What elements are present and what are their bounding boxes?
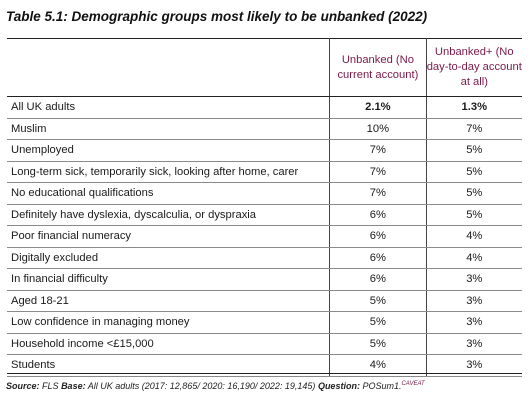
row-unbanked-plus-value: 3% bbox=[425, 354, 522, 377]
row-label: Digitally excluded bbox=[7, 247, 330, 269]
row-unbanked-plus-value: 1.3% bbox=[425, 96, 522, 119]
base-label: Base: bbox=[61, 381, 86, 391]
header-label-column bbox=[7, 38, 330, 97]
table-header-row: Unbanked (No current account) Unbanked+ … bbox=[7, 38, 522, 97]
table-row: Definitely have dyslexia, dyscalculia, o… bbox=[7, 204, 522, 226]
row-unbanked-plus-value: 3% bbox=[425, 290, 522, 312]
table-row: Poor financial numeracy 6% 4% bbox=[7, 225, 522, 248]
row-unbanked-value: 6% bbox=[329, 268, 427, 291]
question-value: POSum1. bbox=[362, 381, 402, 391]
question-label: Question: bbox=[317, 381, 360, 391]
row-unbanked-plus-value: 3% bbox=[425, 333, 522, 355]
row-unbanked-plus-value: 5% bbox=[425, 204, 522, 226]
row-unbanked-value: 5% bbox=[329, 311, 427, 334]
table-row: Household income <£15,000 5% 3% bbox=[7, 333, 522, 355]
caveat-marker: CAVEAT bbox=[401, 381, 425, 387]
row-unbanked-value: 6% bbox=[329, 225, 427, 248]
source-value: FLS bbox=[42, 381, 59, 391]
row-unbanked-value: 5% bbox=[329, 290, 427, 312]
row-unbanked-value: 7% bbox=[329, 139, 427, 162]
row-label: Household income <£15,000 bbox=[7, 333, 330, 355]
header-unbanked: Unbanked (No current account) bbox=[329, 38, 427, 97]
row-unbanked-plus-value: 3% bbox=[425, 268, 522, 291]
row-label: Definitely have dyslexia, dyscalculia, o… bbox=[7, 204, 330, 226]
table-row: No educational qualifications 7% 5% bbox=[7, 182, 522, 205]
table-body: All UK adults 2.1% 1.3% Muslim 10% 7% Unemploy… bbox=[7, 96, 522, 377]
row-label: Low confidence in managing money bbox=[7, 311, 330, 334]
row-unbanked-value: 5% bbox=[329, 333, 427, 355]
row-unbanked-value: 4% bbox=[329, 354, 427, 377]
table-title: Table 5.1: Demographic groups most likel… bbox=[6, 9, 428, 24]
table-row: All UK adults 2.1% 1.3% bbox=[7, 96, 522, 119]
row-label: In financial difficulty bbox=[7, 268, 330, 291]
row-label: No educational qualifications bbox=[7, 182, 330, 205]
source-label: Source: bbox=[6, 381, 40, 391]
row-unbanked-plus-value: 5% bbox=[425, 139, 522, 162]
row-unbanked-value: 2.1% bbox=[329, 96, 427, 119]
row-label: Unemployed bbox=[7, 139, 330, 162]
table-row: Muslim 10% 7% bbox=[7, 118, 522, 140]
row-unbanked-value: 6% bbox=[329, 247, 427, 269]
table-row: Students 4% 3% bbox=[7, 354, 522, 377]
row-label: Muslim bbox=[7, 118, 330, 140]
row-label: Poor financial numeracy bbox=[7, 225, 330, 248]
bottom-rule bbox=[7, 373, 522, 374]
base-value: All UK adults (2017: 12,865/ 2020: 16,19… bbox=[87, 381, 316, 391]
row-label: Long-term sick, temporarily sick, lookin… bbox=[7, 161, 330, 183]
row-label: All UK adults bbox=[7, 96, 330, 119]
row-unbanked-plus-value: 5% bbox=[425, 182, 522, 205]
row-unbanked-plus-value: 7% bbox=[425, 118, 522, 140]
row-unbanked-plus-value: 5% bbox=[425, 161, 522, 183]
table-row: Long-term sick, temporarily sick, lookin… bbox=[7, 161, 522, 183]
row-unbanked-plus-value: 4% bbox=[425, 247, 522, 269]
demographics-table: Unbanked (No current account) Unbanked+ … bbox=[7, 38, 522, 377]
table-row: Digitally excluded 6% 4% bbox=[7, 247, 522, 269]
row-unbanked-value: 7% bbox=[329, 182, 427, 205]
table-row: Low confidence in managing money 5% 3% bbox=[7, 311, 522, 334]
header-unbanked-plus: Unbanked+ (No day-to-day account at all) bbox=[425, 38, 522, 97]
row-unbanked-plus-value: 4% bbox=[425, 225, 522, 248]
source-note: Source: FLS Base: All UK adults (2017: 1… bbox=[6, 381, 425, 391]
row-label: Aged 18-21 bbox=[7, 290, 330, 312]
table-row: Unemployed 7% 5% bbox=[7, 139, 522, 162]
row-unbanked-plus-value: 3% bbox=[425, 311, 522, 334]
row-unbanked-value: 7% bbox=[329, 161, 427, 183]
row-label: Students bbox=[7, 354, 330, 377]
row-unbanked-value: 10% bbox=[329, 118, 427, 140]
row-unbanked-value: 6% bbox=[329, 204, 427, 226]
table-row: In financial difficulty 6% 3% bbox=[7, 268, 522, 291]
table-row: Aged 18-21 5% 3% bbox=[7, 290, 522, 312]
